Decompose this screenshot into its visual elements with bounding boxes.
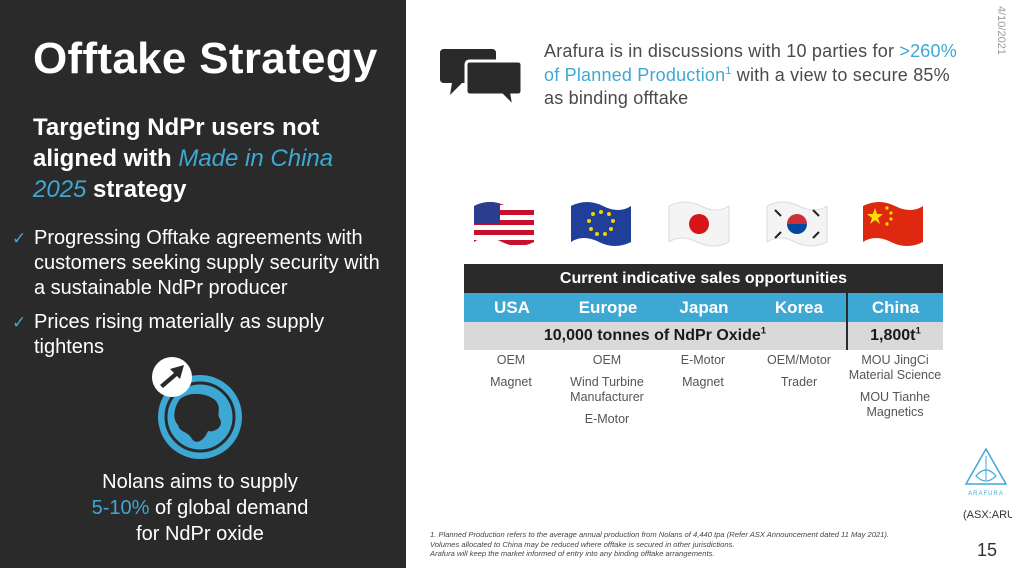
country-usa: USA <box>464 293 560 322</box>
list-item: E-Motor <box>584 412 630 426</box>
bullet-item: ✓ Progressing Offtake agreements with cus… <box>12 226 392 301</box>
list-item: Magnet <box>682 375 724 389</box>
list-item: MOU JingCi Material Science <box>848 353 942 382</box>
volume-china: 1,800t1 <box>848 322 943 350</box>
slide-date: 4/10/2021 <box>995 6 1007 55</box>
bullet-item: ✓ Prices rising materially as supply tigh… <box>12 310 392 360</box>
korea-flag-icon <box>766 201 828 247</box>
column-japan: E-Motor Magnet <box>655 353 751 397</box>
list-item: OEM <box>496 353 526 367</box>
subtitle-highlight: Made in China 2025 <box>33 145 334 203</box>
checkmark-icon: ✓ <box>12 229 27 248</box>
checkmark-icon: ✓ <box>12 313 27 332</box>
bullet-text: Progressing Offtake agreements with cust… <box>34 227 380 299</box>
intro-text: Arafura is in discussions with 10 partie… <box>544 41 957 108</box>
nolans-line-1: Nolans aims to supply <box>102 471 298 493</box>
nolans-highlight: 5-10% <box>91 497 150 519</box>
subtitle-text-2: strategy <box>86 176 187 203</box>
list-item: Trader <box>780 375 818 389</box>
list-item: OEM <box>592 353 622 367</box>
table-divider <box>846 293 848 350</box>
usa-flag-icon <box>474 202 534 246</box>
column-china: MOU JingCi Material Science MOU Tianhe M… <box>847 353 943 427</box>
asx-code: (ASX:ARU) <box>963 509 1012 521</box>
nolans-statement: Nolans aims to supply 5-10% of global de… <box>40 469 360 547</box>
bullet-text: Prices rising materially as supply tight… <box>34 311 325 358</box>
list-item: OEM/Motor <box>767 353 831 367</box>
nolans-line-2-text: of global demand <box>149 497 309 519</box>
chat-bubbles-icon <box>440 49 524 109</box>
column-usa: OEM Magnet <box>463 353 559 397</box>
arafura-logo-icon: ARAFURA <box>964 447 1008 497</box>
china-flag-icon <box>863 202 923 246</box>
intro-highlight: >260% of Planned Production <box>544 41 957 85</box>
list-item: E-Motor <box>680 353 726 367</box>
page-number: 15 <box>977 540 998 560</box>
country-europe: Europe <box>560 293 656 322</box>
nolans-line-2: 5-10% of global demand <box>40 495 360 521</box>
column-europe: OEM Wind Turbine Manufacturer E-Motor <box>559 353 655 434</box>
country-japan: Japan <box>656 293 752 322</box>
globe-growth-icon <box>152 357 242 459</box>
bullet-list: ✓ Progressing Offtake agreements with cus… <box>12 226 392 369</box>
subtitle: Targeting NdPr users not aligned with Ma… <box>33 112 393 205</box>
sales-table-header: Current indicative sales opportunities <box>464 264 943 293</box>
country-korea: Korea <box>752 293 846 322</box>
logo-text: ARAFURA <box>968 491 1004 497</box>
japan-flag-icon <box>668 201 730 247</box>
list-item: Magnet <box>490 375 532 389</box>
country-china: China <box>848 293 943 322</box>
footnote: 1. Planned Production refers to the aver… <box>430 530 890 558</box>
subtitle-text-1: Targeting NdPr users not aligned with <box>33 114 320 172</box>
list-item: Wind Turbine Manufacturer <box>570 375 644 404</box>
nolans-line-3: for NdPr oxide <box>136 523 264 545</box>
volume-main: 10,000 tonnes of NdPr Oxide1 <box>464 322 846 350</box>
eu-flag-icon <box>571 202 631 246</box>
column-korea: OEM/Motor Trader <box>751 353 847 397</box>
left-panel: Offtake Strategy Targeting NdPr users no… <box>0 0 406 568</box>
slide-title: Offtake Strategy <box>33 34 378 83</box>
list-item: MOU Tianhe Magnetics <box>859 390 931 419</box>
